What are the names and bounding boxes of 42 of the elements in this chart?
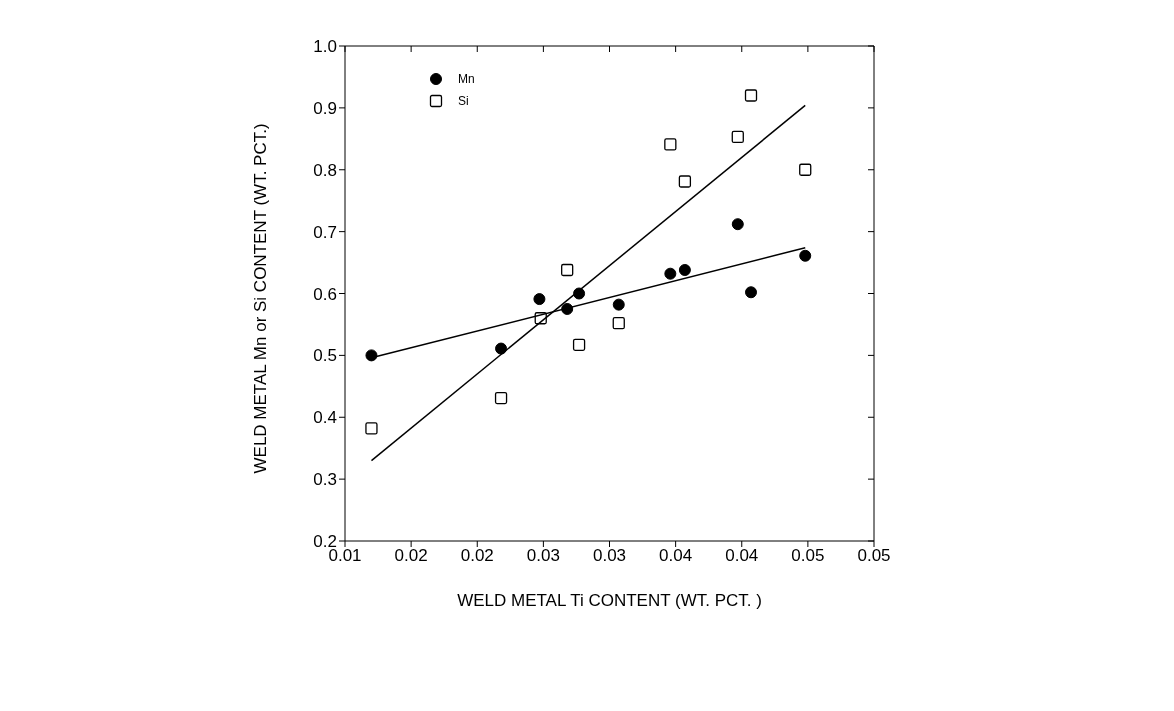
legend-label: Si	[458, 94, 469, 108]
y-tick-label: 0.4	[313, 408, 337, 428]
point	[561, 263, 574, 277]
point	[612, 298, 625, 311]
x-tick-label: 0.05	[791, 546, 825, 566]
point	[731, 130, 744, 144]
point	[745, 286, 758, 299]
y-tick-label: 0.5	[313, 346, 337, 366]
point	[533, 293, 546, 306]
point	[612, 317, 625, 330]
point	[664, 267, 677, 280]
x-tick-label: 0.03	[526, 546, 560, 566]
point	[365, 422, 378, 435]
point	[573, 287, 586, 300]
point	[664, 138, 677, 151]
point	[678, 175, 692, 188]
point	[365, 349, 378, 362]
point	[731, 218, 744, 231]
y-tick-label: 0.6	[313, 284, 337, 304]
x-tick-label: 0.04	[725, 546, 759, 566]
y-tick-label: 0.7	[313, 222, 337, 242]
point	[744, 89, 758, 102]
y-tick-label: 0.8	[313, 160, 337, 180]
point	[799, 249, 812, 262]
point	[534, 312, 547, 325]
x-axis-title: WELD METAL Ti CONTENT (WT. PCT. )	[457, 591, 762, 610]
x-tick-label: 0.04	[659, 546, 693, 566]
y-tick-label: 1.0	[313, 37, 337, 57]
point	[572, 338, 586, 352]
legend-label: Mn	[458, 72, 475, 86]
point	[495, 342, 508, 355]
y-tick-label: 0.9	[313, 98, 337, 118]
x-tick-label: 0.03	[592, 546, 627, 566]
x-tick-label: 0.02	[460, 546, 494, 566]
x-tick-label: 0.05	[857, 546, 891, 566]
y-tick-label: 0.3	[313, 470, 337, 490]
point	[494, 391, 508, 405]
x-tick-label: 0.02	[394, 546, 428, 566]
point	[678, 263, 691, 276]
y-axis-title: WELD METAL Mn or Si CONTENT (WT. PCT.)	[251, 123, 271, 474]
point	[561, 302, 574, 315]
point	[799, 163, 812, 176]
